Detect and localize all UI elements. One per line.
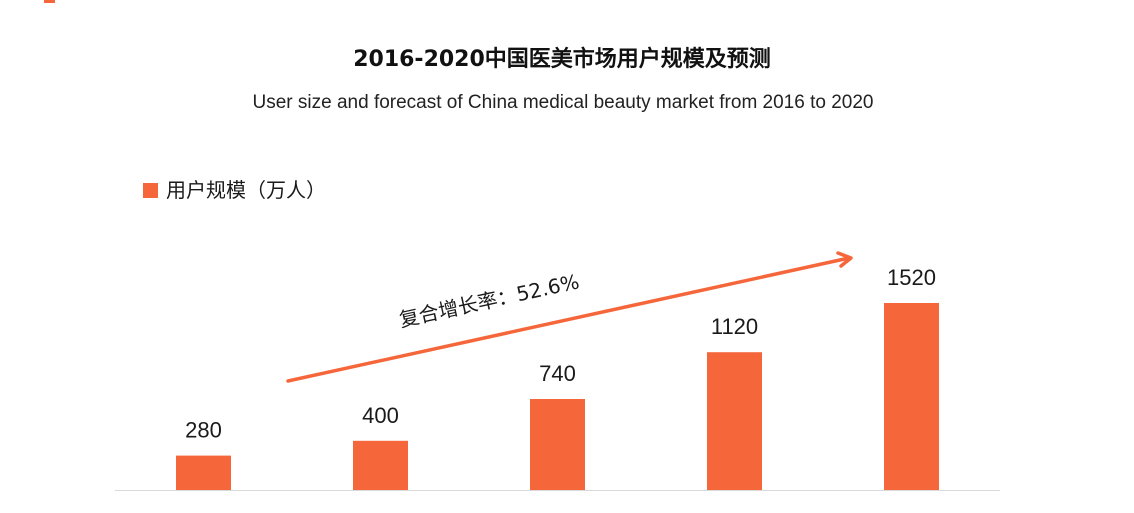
bar — [353, 440, 408, 490]
bar — [707, 352, 762, 490]
legend: 用户规模（万人） — [143, 178, 326, 202]
chart-title: 2016-2020中国医美市场用户规模及预测 — [353, 47, 771, 72]
trend-arrow — [286, 251, 853, 383]
trend-arrow-shaft — [286, 256, 851, 383]
bar-value-label: 400 — [362, 403, 399, 428]
bar-value-label: 740 — [539, 361, 576, 386]
bar — [530, 399, 585, 490]
corner-accent-mark — [44, 0, 55, 3]
bar-value-label: 1120 — [711, 314, 758, 339]
bar — [884, 303, 939, 490]
bar-value-label: 1520 — [887, 265, 936, 290]
legend-label: 用户规模（万人） — [166, 178, 326, 202]
value-labels-group: 280 400 740 1120 1520 — [185, 265, 936, 443]
bars-group — [176, 303, 939, 490]
bar-value-label: 280 — [185, 418, 222, 443]
chart-subtitle: User size and forecast of China medical … — [252, 92, 874, 113]
bar — [176, 455, 231, 490]
legend-swatch — [143, 182, 158, 198]
trend-arrow-head — [836, 251, 853, 268]
